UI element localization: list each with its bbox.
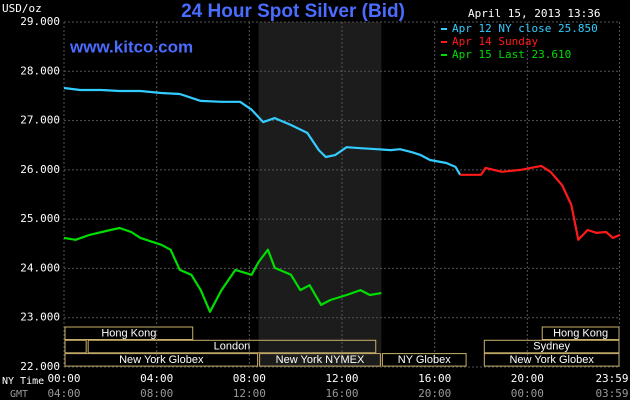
session-box xyxy=(381,353,467,367)
x-tick-label-gmt: 03:59 xyxy=(595,387,628,400)
watermark: www.kitco.com xyxy=(69,37,193,56)
session-box xyxy=(483,353,620,367)
x-row-label: GMT xyxy=(10,389,28,400)
shaded-range xyxy=(258,22,382,367)
y-tick-label: 22.000 xyxy=(20,360,60,373)
x-row-label: NY Time xyxy=(2,376,44,387)
series-line xyxy=(63,226,382,313)
x-tick-label-gmt: 04:00 xyxy=(47,387,80,400)
session-label: Hong Kong xyxy=(101,327,156,339)
legend-label: Apr 12 NY close 25.850 xyxy=(452,22,598,35)
series-line xyxy=(460,164,621,241)
legend-label: Apr 14 Sunday xyxy=(452,35,538,48)
y-tick-label: 29.000 xyxy=(20,15,60,28)
x-tick-label-gmt: 08:00 xyxy=(140,387,173,400)
x-tick-label-gmt: 12:00 xyxy=(233,387,266,400)
session-label: NY Globex xyxy=(398,354,451,366)
y-tick-label: 25.000 xyxy=(20,212,60,225)
session-box xyxy=(541,326,620,340)
x-tick-label: 20:00 xyxy=(511,372,544,385)
session-box xyxy=(259,353,381,367)
x-tick-label-gmt: 20:00 xyxy=(418,387,451,400)
y-tick-label: 24.000 xyxy=(20,261,60,274)
session-box xyxy=(64,326,194,340)
x-tick-label: 23:59 xyxy=(595,372,628,385)
x-tick-label: 08:00 xyxy=(233,372,266,385)
session-box xyxy=(64,339,87,354)
session-label: Sydney xyxy=(533,341,570,353)
x-tick-label: 16:00 xyxy=(418,372,451,385)
chart-title: 24 Hour Spot Silver (Bid) xyxy=(181,1,405,22)
x-tick-label: 12:00 xyxy=(325,372,358,385)
x-tick-label-gmt: 16:00 xyxy=(325,387,358,400)
session-label: London xyxy=(214,341,251,353)
session-label: New York NYMEX xyxy=(276,354,365,366)
y-tick-label: 27.000 xyxy=(20,114,60,127)
session-label: New York Globex xyxy=(119,354,204,366)
y-tick-label: 28.000 xyxy=(20,64,60,77)
session-box xyxy=(87,339,377,354)
session-box xyxy=(64,353,259,367)
x-tick-label: 04:00 xyxy=(140,372,173,385)
session-box xyxy=(483,339,620,354)
timestamp: April 15, 2013 13:36 xyxy=(468,7,600,20)
legend-label: Apr 15 Last 23.610 xyxy=(452,48,571,61)
x-tick-label-gmt: 00:00 xyxy=(511,387,544,400)
series-line xyxy=(63,86,462,176)
y-tick-label: 26.000 xyxy=(20,163,60,176)
y-tick-label: 23.000 xyxy=(20,311,60,324)
session-label: Hong Kong xyxy=(553,327,608,339)
session-label: New York Globex xyxy=(509,354,594,366)
y-axis-label: USD/oz xyxy=(2,2,42,15)
x-tick-label: 00:00 xyxy=(47,372,80,385)
